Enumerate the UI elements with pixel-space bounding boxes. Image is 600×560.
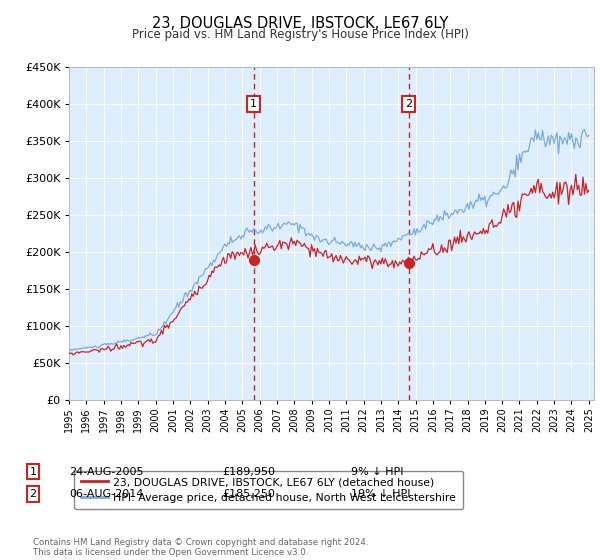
Text: £185,250: £185,250 [222, 489, 275, 499]
Text: 19% ↓ HPI: 19% ↓ HPI [351, 489, 410, 499]
Text: 23, DOUGLAS DRIVE, IBSTOCK, LE67 6LY: 23, DOUGLAS DRIVE, IBSTOCK, LE67 6LY [152, 16, 448, 31]
Text: 9% ↓ HPI: 9% ↓ HPI [351, 466, 404, 477]
Text: Contains HM Land Registry data © Crown copyright and database right 2024.
This d: Contains HM Land Registry data © Crown c… [33, 538, 368, 557]
Text: Price paid vs. HM Land Registry's House Price Index (HPI): Price paid vs. HM Land Registry's House … [131, 28, 469, 41]
Text: 1: 1 [29, 466, 37, 477]
Text: 24-AUG-2005: 24-AUG-2005 [69, 466, 143, 477]
Legend: 23, DOUGLAS DRIVE, IBSTOCK, LE67 6LY (detached house), HPI: Average price, detac: 23, DOUGLAS DRIVE, IBSTOCK, LE67 6LY (de… [74, 471, 463, 509]
Text: 1: 1 [250, 99, 257, 109]
Text: 06-AUG-2014: 06-AUG-2014 [69, 489, 143, 499]
Text: 2: 2 [29, 489, 37, 499]
Bar [254, 67, 409, 400]
Text: £189,950: £189,950 [222, 466, 275, 477]
Text: 2: 2 [405, 99, 412, 109]
